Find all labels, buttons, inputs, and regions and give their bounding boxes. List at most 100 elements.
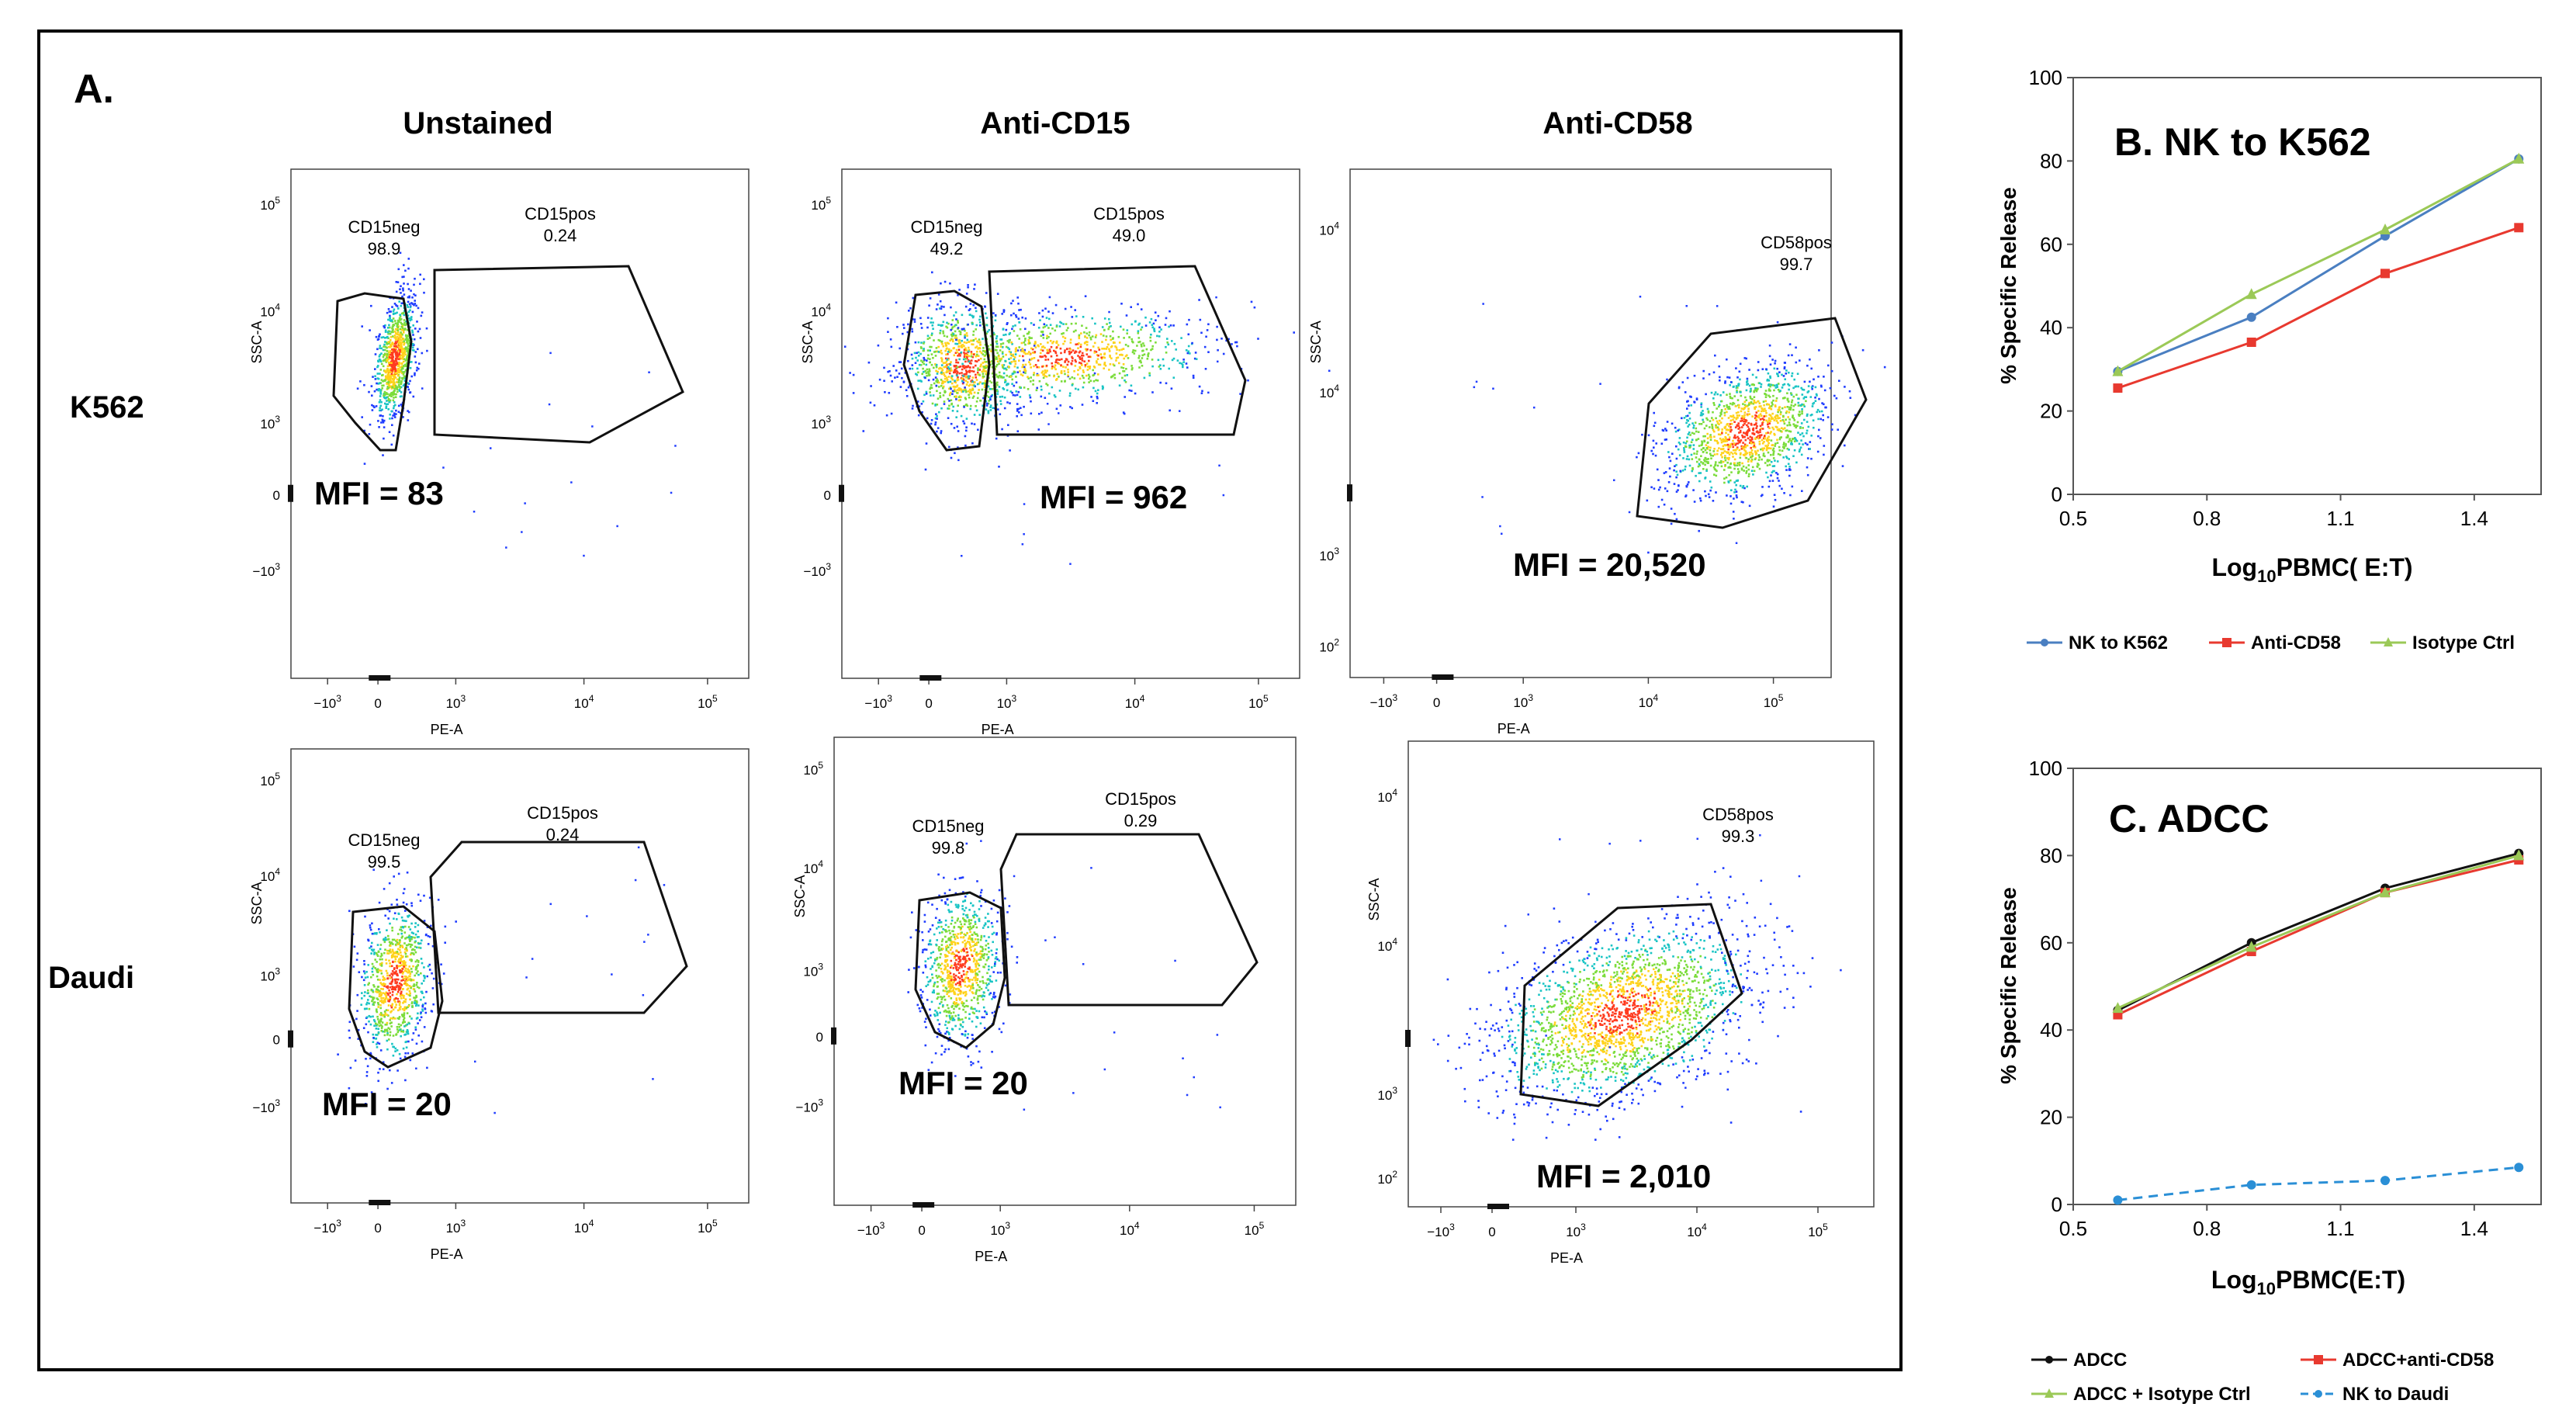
flow-event-dot bbox=[968, 355, 971, 358]
flow-event-dot bbox=[1664, 471, 1667, 473]
flow-event-dot bbox=[393, 912, 396, 914]
flow-event-dot bbox=[1716, 464, 1719, 467]
flow-event-dot bbox=[1094, 336, 1097, 338]
flow-event-dot bbox=[975, 409, 978, 412]
flow-event-dot bbox=[1652, 452, 1654, 456]
flow-event-dot bbox=[1120, 325, 1122, 328]
flow-event-dot bbox=[1782, 375, 1785, 377]
flow-event-dot bbox=[1688, 458, 1691, 461]
flow-event-dot bbox=[395, 358, 398, 360]
flow-event-dot bbox=[1141, 345, 1143, 348]
flow-event-dot bbox=[1754, 389, 1757, 391]
flow-event-dot bbox=[1089, 336, 1092, 339]
flow-event-dot bbox=[1768, 389, 1771, 392]
flow-event-dot bbox=[951, 393, 954, 395]
flow-event-dot bbox=[1182, 359, 1185, 361]
flow-event-dot bbox=[1034, 346, 1037, 348]
flow-event-dot bbox=[967, 377, 969, 380]
y-tick-base: 10 bbox=[260, 198, 275, 213]
flow-event-dot bbox=[1117, 335, 1120, 338]
flow-event-dot bbox=[1013, 370, 1016, 373]
flow-event-dot bbox=[389, 418, 391, 420]
flow-event-dot bbox=[404, 269, 407, 272]
flow-event-dot bbox=[1724, 435, 1726, 438]
flow-event-dot bbox=[367, 983, 369, 986]
flow-event-dot bbox=[1720, 441, 1723, 444]
flow-event-dot bbox=[978, 359, 980, 362]
flow-event-dot bbox=[409, 391, 412, 393]
flow-event-dot bbox=[670, 491, 673, 494]
flow-event-dot bbox=[399, 944, 402, 947]
flow-event-dot bbox=[1758, 440, 1761, 443]
flow-event-dot bbox=[1782, 428, 1785, 431]
flow-event-dot bbox=[379, 333, 381, 336]
flow-event-dot bbox=[389, 996, 392, 1000]
flow-event-dot bbox=[978, 373, 981, 376]
flow-event-dot bbox=[1187, 333, 1190, 336]
flow-event-dot bbox=[421, 992, 424, 994]
flow-event-dot bbox=[962, 381, 965, 384]
flow-event-dot bbox=[975, 376, 977, 379]
flow-event-dot bbox=[423, 996, 425, 999]
flow-event-dot bbox=[1079, 377, 1082, 380]
flow-event-dot bbox=[1688, 423, 1691, 426]
flow-event-dot bbox=[1048, 392, 1051, 395]
y-tick-label: 104 bbox=[260, 302, 280, 320]
flow-event-dot bbox=[1758, 467, 1761, 470]
flow-event-dot bbox=[388, 1028, 391, 1031]
flow-event-dot bbox=[1158, 331, 1161, 333]
flow-event-dot bbox=[1736, 399, 1740, 401]
flow-event-dot bbox=[978, 389, 980, 391]
flow-event-dot bbox=[943, 306, 945, 308]
flow-event-dot bbox=[1727, 448, 1729, 451]
flow-event-dot bbox=[1085, 344, 1089, 346]
flow-event-dot bbox=[1015, 349, 1018, 352]
flow-event-dot bbox=[1745, 456, 1748, 459]
flow-event-dot bbox=[1750, 401, 1753, 404]
flow-event-dot bbox=[410, 922, 413, 925]
flow-event-dot bbox=[1764, 455, 1766, 458]
flow-event-dot bbox=[924, 376, 926, 380]
flow-event-dot bbox=[996, 393, 999, 395]
flow-event-dot bbox=[1141, 326, 1144, 328]
flow-event-dot bbox=[390, 983, 393, 985]
flow-event-dot bbox=[405, 920, 407, 923]
flow-event-dot bbox=[1731, 443, 1734, 445]
flow-event-dot bbox=[363, 984, 366, 986]
flow-event-dot bbox=[1712, 371, 1716, 374]
flow-event-dot bbox=[1165, 352, 1168, 354]
flow-event-dot bbox=[1082, 381, 1085, 384]
flow-event-dot bbox=[1207, 391, 1210, 394]
flow-event-dot bbox=[417, 924, 420, 927]
flow-event-dot bbox=[1013, 312, 1015, 315]
flow-event-dot bbox=[1757, 416, 1759, 418]
flow-event-dot bbox=[1010, 314, 1013, 317]
flow-event-dot bbox=[1656, 468, 1659, 471]
flow-event-dot bbox=[1204, 368, 1207, 370]
flow-event-dot bbox=[976, 340, 978, 343]
flow-event-dot bbox=[954, 352, 957, 354]
flow-event-dot bbox=[1009, 353, 1013, 355]
flow-event-dot bbox=[376, 1046, 379, 1048]
flow-event-dot bbox=[1093, 372, 1096, 375]
flow-event-dot bbox=[394, 350, 396, 353]
flow-event-dot bbox=[411, 310, 414, 314]
flow-event-dot bbox=[963, 355, 966, 359]
flow-event-dot bbox=[1747, 383, 1749, 385]
flow-event-dot bbox=[1712, 500, 1715, 502]
flow-event-dot bbox=[1001, 351, 1004, 353]
flow-event-dot bbox=[1047, 341, 1049, 344]
flow-event-dot bbox=[394, 958, 397, 961]
flow-event-dot bbox=[1758, 402, 1761, 404]
flow-event-dot bbox=[999, 413, 1002, 416]
flow-event-dot bbox=[385, 392, 388, 394]
flow-event-dot bbox=[400, 964, 403, 966]
flow-event-dot bbox=[950, 328, 954, 331]
flow-event-dot bbox=[956, 391, 958, 394]
y-tick-label: 105 bbox=[260, 195, 280, 213]
flow-event-dot bbox=[949, 393, 951, 396]
flow-event-dot bbox=[1064, 380, 1066, 383]
flow-event-dot bbox=[1728, 438, 1730, 441]
flow-event-dot bbox=[394, 312, 396, 315]
